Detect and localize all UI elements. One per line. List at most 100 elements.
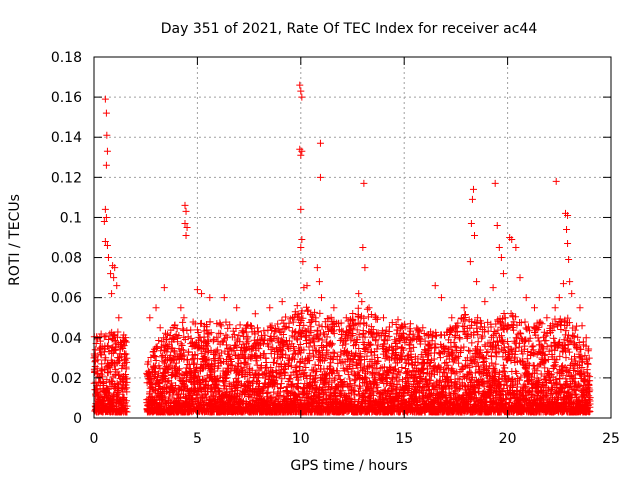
data-point (244, 337, 252, 345)
data-point (323, 333, 331, 341)
data-point (113, 379, 121, 387)
data-point (289, 318, 297, 326)
data-point (163, 335, 171, 343)
data-point (343, 347, 351, 355)
data-point (364, 362, 372, 370)
data-point (216, 320, 224, 328)
data-point (179, 346, 187, 354)
data-point (96, 385, 104, 393)
data-point (174, 338, 182, 346)
data-point (353, 326, 361, 334)
data-point (316, 393, 324, 401)
data-point (362, 321, 370, 329)
data-point (151, 352, 159, 360)
data-point (337, 351, 345, 359)
data-point (153, 343, 161, 351)
data-point (174, 366, 182, 374)
data-point (431, 340, 439, 348)
data-point (170, 347, 178, 355)
data-point (372, 336, 380, 344)
data-point (122, 397, 130, 405)
data-point (346, 380, 354, 388)
data-point (294, 376, 302, 384)
data-point (277, 384, 285, 392)
data-point (122, 407, 130, 415)
data-point (374, 353, 382, 361)
data-point (369, 364, 377, 372)
data-point (306, 349, 314, 357)
data-point (349, 309, 357, 317)
data-point (96, 337, 104, 345)
data-point (366, 340, 374, 348)
data-point (347, 326, 355, 334)
data-point (234, 352, 242, 360)
data-point (191, 340, 199, 348)
data-point (233, 343, 241, 351)
data-point (311, 308, 319, 316)
data-point (373, 345, 381, 353)
data-point (248, 366, 256, 374)
data-point (288, 387, 296, 395)
data-point (230, 331, 238, 339)
data-point (349, 316, 357, 324)
data-point (310, 378, 318, 386)
data-point (260, 350, 268, 358)
data-point (159, 384, 167, 392)
data-point (98, 360, 106, 368)
data-point (194, 329, 202, 337)
data-point (346, 375, 354, 383)
data-point (256, 380, 264, 388)
data-point (380, 363, 388, 371)
data-point (513, 369, 521, 377)
data-point (275, 370, 283, 378)
data-point (484, 318, 492, 326)
data-point (333, 367, 341, 375)
data-point (213, 320, 221, 328)
data-point (367, 311, 375, 319)
data-point (363, 305, 371, 313)
data-point (106, 368, 114, 376)
data-point (144, 358, 152, 366)
data-point (465, 346, 473, 354)
data-point (160, 341, 168, 349)
data-point (279, 342, 287, 350)
data-point (204, 336, 212, 344)
data-point (239, 351, 247, 359)
data-point (217, 330, 225, 338)
data-point (200, 333, 208, 341)
data-point (216, 387, 224, 395)
data-point (369, 326, 377, 334)
data-point (252, 378, 260, 386)
data-point (351, 381, 359, 389)
data-point (382, 326, 390, 334)
data-point (373, 365, 381, 373)
data-point (232, 324, 240, 332)
data-point (241, 347, 249, 355)
data-point (522, 336, 530, 344)
data-point (313, 367, 321, 375)
data-point (235, 392, 243, 400)
data-point (257, 362, 265, 370)
data-point (123, 408, 131, 416)
data-point (361, 373, 369, 381)
data-point (303, 303, 311, 311)
data-point (309, 313, 317, 321)
data-point (385, 368, 393, 376)
data-point (393, 343, 401, 351)
data-point (190, 360, 198, 368)
data-point (385, 392, 393, 400)
grid-lines (94, 57, 611, 418)
data-point (171, 321, 179, 329)
data-point (194, 372, 202, 380)
data-point (175, 365, 183, 373)
data-point (350, 321, 358, 329)
data-point (175, 331, 183, 339)
data-point (187, 326, 195, 334)
data-point (244, 360, 252, 368)
data-point (184, 333, 192, 341)
data-point (293, 302, 301, 310)
data-point (239, 340, 247, 348)
data-point (98, 372, 106, 380)
data-point (353, 362, 361, 370)
